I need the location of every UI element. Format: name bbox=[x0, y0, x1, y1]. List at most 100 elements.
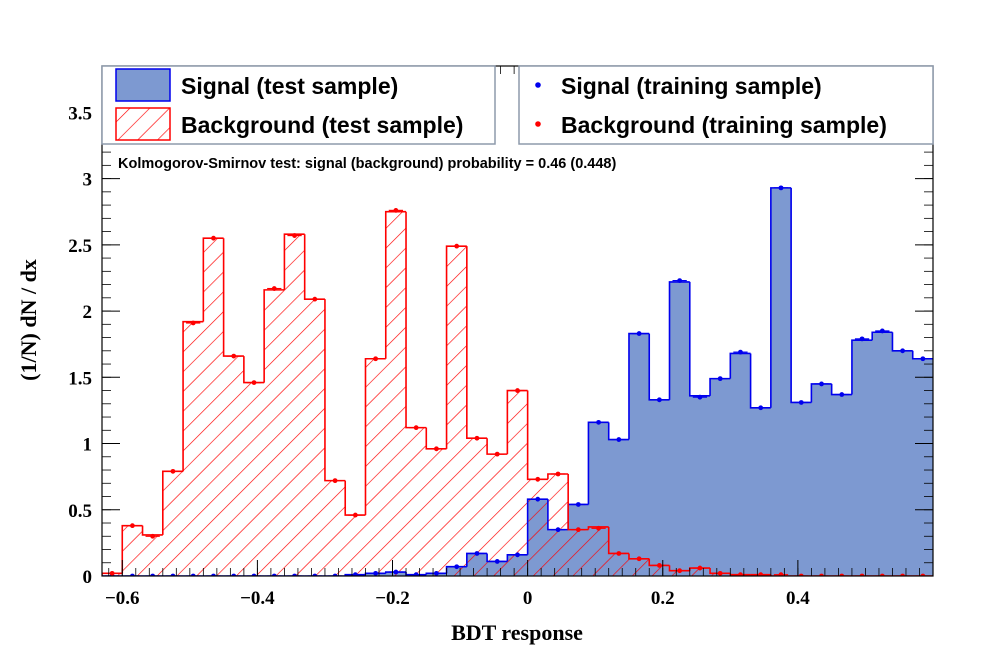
y-tick-label-1: 0.5 bbox=[68, 501, 92, 522]
background-training-point-27 bbox=[652, 563, 667, 568]
background-training-point-1 bbox=[125, 523, 140, 529]
background-training-point-2 bbox=[145, 533, 160, 539]
signal-training-point-33 bbox=[773, 185, 789, 191]
signal-training-point-18 bbox=[469, 551, 485, 556]
y-tick-label-5: 2.5 bbox=[68, 236, 92, 257]
x-tick-label-0: −0.6 bbox=[105, 588, 140, 609]
background-training-point-21 bbox=[530, 476, 545, 482]
background-training-point-5 bbox=[206, 235, 221, 241]
background-training-point-26 bbox=[631, 556, 647, 562]
signal-training-point-16 bbox=[429, 570, 444, 576]
background-training-point-15 bbox=[409, 425, 424, 431]
background-training-point-28 bbox=[672, 568, 687, 574]
signal-training-point-26 bbox=[631, 331, 647, 336]
signal-training-point-39 bbox=[895, 348, 910, 354]
y-tick-label-7: 3.5 bbox=[68, 103, 92, 124]
background-training-point-32 bbox=[753, 572, 768, 576]
signal-training-point-32 bbox=[753, 405, 768, 411]
legend-signal-test-swatch bbox=[115, 68, 171, 102]
background-training-point-4 bbox=[186, 320, 201, 326]
background-test-bar-9 bbox=[283, 233, 305, 290]
signal-test-bar-29 bbox=[688, 281, 711, 397]
background-test-fill bbox=[102, 211, 933, 576]
background-training-point-29 bbox=[692, 565, 708, 571]
signal-test-bar-31 bbox=[729, 352, 751, 379]
legend-signal-training-marker bbox=[535, 82, 541, 88]
background-training-point-33 bbox=[773, 572, 789, 576]
signal-training-point-31 bbox=[733, 349, 748, 355]
legend-signal-test-label: Signal (test sample) bbox=[181, 73, 398, 99]
background-test-bar-8 bbox=[263, 289, 285, 383]
signal-training-point-34 bbox=[794, 400, 809, 405]
signal-test-bar-37 bbox=[851, 339, 873, 395]
background-training-point-10 bbox=[307, 296, 322, 302]
signal-training-point-30 bbox=[713, 376, 728, 382]
signal-training-point-40 bbox=[915, 356, 930, 362]
legend-background-training-marker bbox=[535, 121, 541, 127]
background-training-point-13 bbox=[368, 356, 383, 362]
y-tick-label-3: 1.5 bbox=[68, 368, 92, 389]
background-training-point-20 bbox=[510, 388, 525, 393]
background-training-point-30 bbox=[713, 570, 728, 576]
background-training-point-0 bbox=[105, 570, 120, 576]
signal-training-point-19 bbox=[490, 559, 505, 564]
y-tick-label-0: 0 bbox=[83, 567, 93, 588]
signal-training-point-37 bbox=[854, 336, 870, 342]
background-training-point-11 bbox=[327, 478, 343, 484]
signal-training-point-24 bbox=[591, 419, 606, 425]
legend-background-test-swatch bbox=[115, 107, 171, 141]
signal-training-point-17 bbox=[449, 564, 464, 570]
background-training-point-25 bbox=[611, 551, 626, 556]
signal-training-point-29 bbox=[692, 394, 708, 400]
background-test-bar-2 bbox=[141, 525, 163, 536]
x-tick-label-4: 0.2 bbox=[651, 588, 675, 609]
signal-training-point-12 bbox=[348, 572, 363, 576]
legend-signal-training-label: Signal (training sample) bbox=[561, 73, 822, 99]
background-training-point-14 bbox=[388, 207, 404, 213]
background-training-point-3 bbox=[165, 468, 181, 474]
background-training-point-31 bbox=[733, 572, 748, 576]
background-training-point-6 bbox=[226, 353, 241, 359]
signal-training-point-14 bbox=[388, 569, 404, 575]
background-test-bar-24 bbox=[587, 526, 609, 530]
background-training-point-19 bbox=[490, 451, 505, 457]
background-training-point-8 bbox=[267, 286, 282, 291]
signal-training-point-36 bbox=[834, 392, 849, 397]
background-training-point-16 bbox=[429, 446, 444, 452]
background-training-point-12 bbox=[348, 512, 363, 518]
signal-training-point-38 bbox=[875, 328, 890, 334]
signal-test-bar-38 bbox=[871, 331, 893, 341]
background-test-bar-4 bbox=[182, 320, 204, 472]
background-training-point-24 bbox=[591, 525, 606, 531]
y-tick-label-2: 1 bbox=[83, 435, 93, 456]
background-training-point-18 bbox=[469, 435, 485, 441]
y-tick-label-6: 3 bbox=[83, 170, 93, 191]
signal-training-point-13 bbox=[368, 570, 383, 576]
signal-training-point-22 bbox=[550, 527, 566, 533]
x-tick-label-3: 0 bbox=[523, 588, 533, 609]
background-test-bar-14 bbox=[384, 210, 407, 359]
ks-test-annotation: Kolmogorov-Smirnov test: signal (backgro… bbox=[118, 156, 616, 172]
background-training-point-22 bbox=[550, 471, 566, 477]
signal-training-point-20 bbox=[510, 552, 525, 558]
x-tick-label-2: −0.2 bbox=[375, 588, 410, 609]
x-axis-title: BDT response bbox=[451, 620, 583, 645]
background-training-point-23 bbox=[571, 527, 586, 533]
x-tick-label-1: −0.4 bbox=[240, 588, 275, 609]
background-training-point-17 bbox=[449, 243, 464, 249]
signal-training-point-25 bbox=[611, 437, 626, 442]
signal-training-point-21 bbox=[530, 496, 545, 502]
signal-training-point-35 bbox=[814, 381, 829, 387]
plot-frame bbox=[101, 65, 934, 577]
signal-test-fill bbox=[102, 187, 933, 576]
background-training-point-9 bbox=[287, 233, 302, 238]
legend-background-test-label: Background (test sample) bbox=[181, 112, 463, 138]
background-training-point-7 bbox=[246, 380, 262, 385]
y-tick-label-4: 2 bbox=[83, 302, 93, 323]
signal-training-point-15 bbox=[409, 572, 424, 576]
y-axis-title: (1/N) dN / dx bbox=[16, 259, 41, 381]
legend-background-training-label: Background (training sample) bbox=[561, 112, 887, 138]
legend-training-box bbox=[518, 65, 934, 145]
x-tick-label-5: 0.4 bbox=[786, 588, 810, 609]
signal-test-bar-28 bbox=[668, 281, 690, 400]
